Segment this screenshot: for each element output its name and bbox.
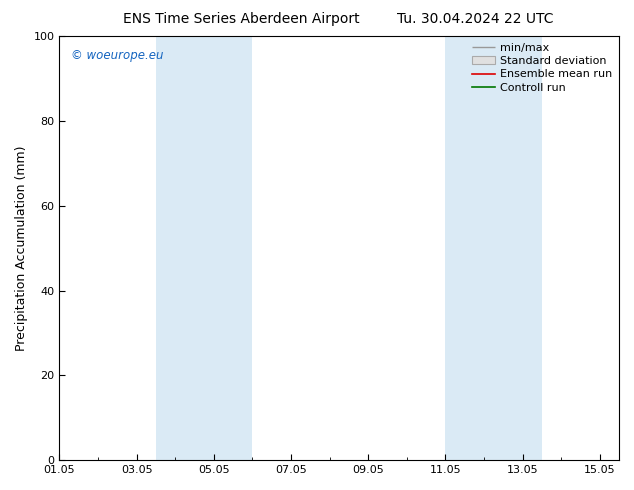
- Bar: [156, 36, 252, 460]
- Y-axis label: Precipitation Accumulation (mm): Precipitation Accumulation (mm): [15, 146, 28, 351]
- Text: © woeurope.eu: © woeurope.eu: [70, 49, 163, 62]
- Text: ENS Time Series Aberdeen Airport: ENS Time Series Aberdeen Airport: [122, 12, 359, 26]
- Text: Tu. 30.04.2024 22 UTC: Tu. 30.04.2024 22 UTC: [398, 12, 553, 26]
- Bar: [445, 36, 542, 460]
- Legend: min/max, Standard deviation, Ensemble mean run, Controll run: min/max, Standard deviation, Ensemble me…: [468, 38, 617, 97]
